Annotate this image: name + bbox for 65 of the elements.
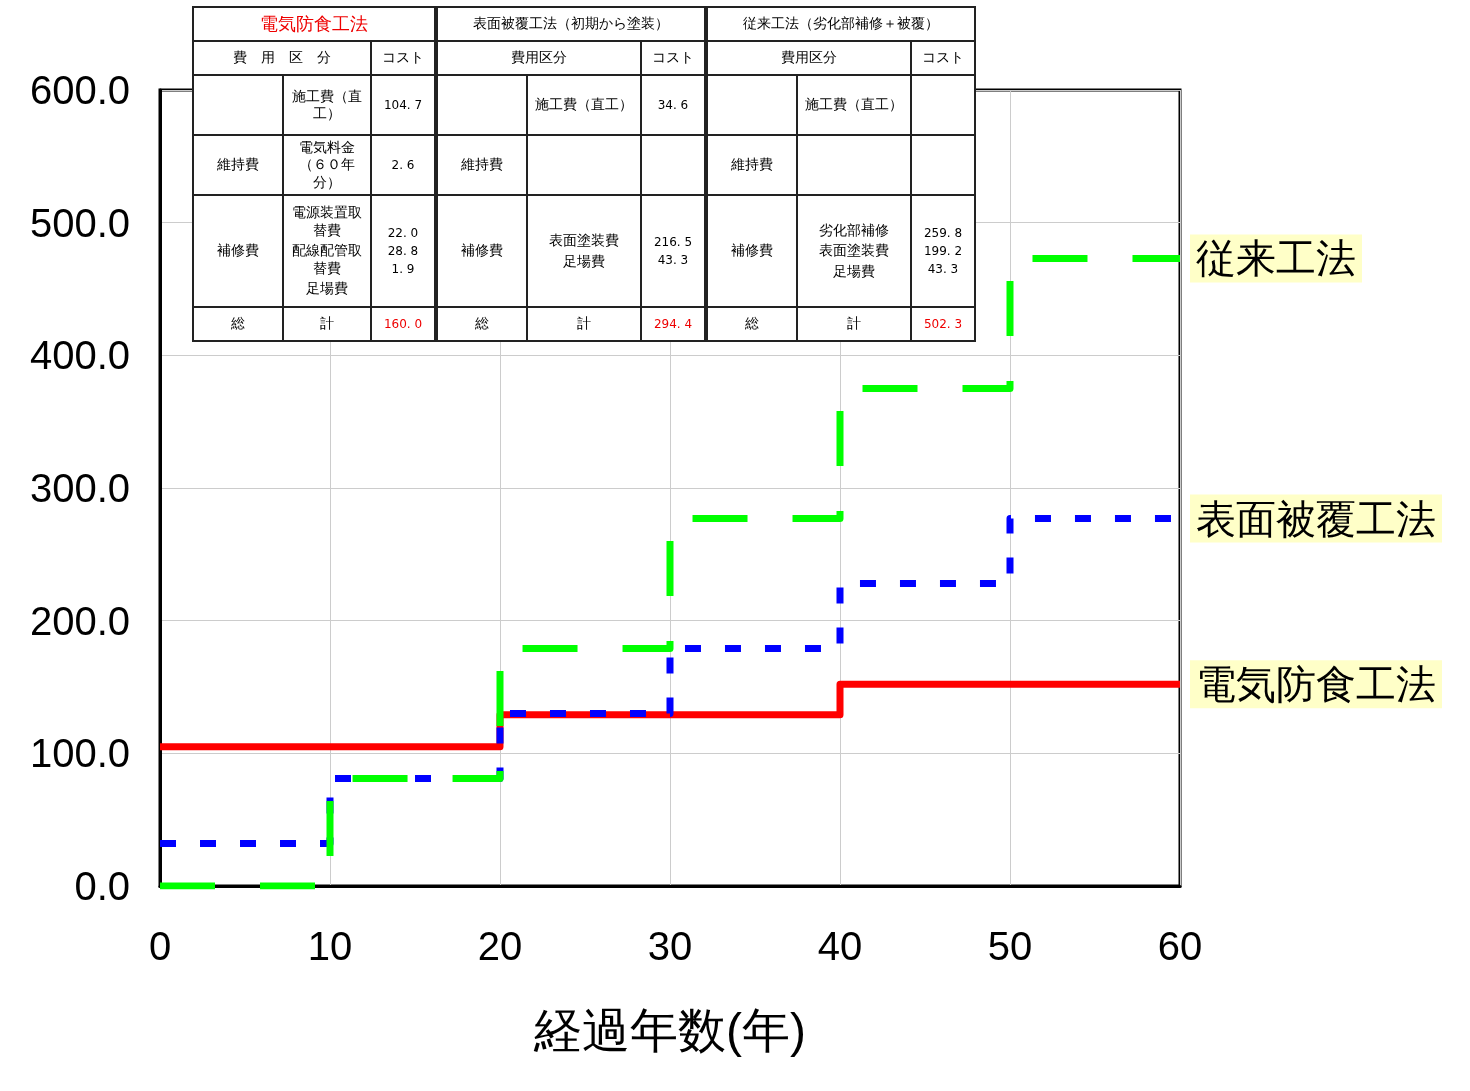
annotation: 電気料金（６０年分）	[283, 135, 371, 195]
annotation: 199. 2	[922, 243, 964, 259]
annotation: 表面塗装費	[818, 242, 890, 260]
x-tick-label: 50	[987, 924, 1033, 968]
annotation: 22. 0	[386, 225, 420, 241]
annotation: 104. 7	[371, 75, 435, 135]
text: 従来工法（劣化部補修＋被覆）	[743, 15, 939, 32]
text: 費用区分	[511, 49, 567, 66]
text: コスト	[922, 49, 964, 66]
annotation: 43. 3	[656, 252, 690, 268]
series-label: 従来工法	[1196, 235, 1356, 282]
annotation: 施工費（直工）	[283, 75, 371, 135]
annotation: 1. 9	[390, 261, 416, 277]
x-tick-label: 60	[1157, 924, 1203, 968]
annotation: 計	[527, 307, 641, 341]
annotation: 計	[797, 307, 911, 341]
annotation: 施工費（直工）	[797, 75, 911, 135]
y-tick-label: 100.0	[29, 731, 130, 776]
annotation: 表面塗装費	[548, 232, 620, 250]
annotation: 維持費	[707, 135, 797, 195]
annotation: 足場費	[562, 252, 606, 270]
x-tick-label: 20	[477, 924, 523, 968]
annotation: 補修費	[437, 195, 527, 307]
annotation: 2. 6	[371, 135, 435, 195]
text: 電気防食工法	[260, 12, 368, 34]
annotation: 補修費	[707, 195, 797, 307]
y-tick-label: 400.0	[29, 333, 130, 378]
annotation: 216. 5	[652, 234, 694, 250]
annotation: 計	[283, 307, 371, 341]
x-tick-label: 10	[307, 924, 353, 968]
text: 費用区分	[781, 49, 837, 66]
text: 費 用 区 分	[233, 49, 331, 66]
text: コスト	[652, 49, 694, 66]
series-label: 電気防食工法	[1196, 661, 1436, 708]
annotation: 足場費	[832, 262, 876, 281]
annotation: 総	[193, 307, 283, 341]
y-tick-label: 600.0	[29, 68, 130, 112]
y-tick-label: 500.0	[29, 200, 130, 245]
annotation: 補修費	[193, 195, 283, 307]
annotation: 施工費（直工）	[527, 75, 641, 135]
annotation: 維持費	[437, 135, 527, 195]
x-tick-label: 40	[817, 924, 863, 968]
annotation: 259. 8	[922, 225, 964, 241]
annotation: 足場費	[305, 280, 349, 298]
y-tick-label: 300.0	[29, 466, 130, 510]
annotation: 配線配管取替費	[291, 242, 363, 278]
series-label: 表面被覆工法	[1196, 495, 1436, 542]
annotation: 502. 3	[911, 307, 975, 341]
x-tick-label: 0	[148, 924, 172, 968]
x-axis-title: 経過年数(年)	[533, 1003, 806, 1057]
annotation: 総	[437, 307, 527, 341]
annotation: 34. 6	[641, 75, 705, 135]
annotation: 28. 8	[386, 243, 420, 259]
annotation: 294. 4	[641, 307, 705, 341]
annotation: 43. 3	[926, 261, 960, 277]
annotation: 160. 0	[371, 307, 435, 341]
text: 表面被覆工法（初期から塗装）	[473, 15, 669, 32]
y-tick-label: 0.0	[74, 864, 130, 908]
x-tick-label: 30	[647, 924, 693, 968]
annotation: 維持費	[193, 135, 283, 195]
text: コスト	[382, 49, 424, 66]
annotation: 総	[707, 307, 797, 341]
y-tick-label: 200.0	[29, 598, 130, 643]
annotation: 劣化部補修	[818, 221, 890, 240]
annotation: 電源装置取替費	[291, 204, 363, 240]
